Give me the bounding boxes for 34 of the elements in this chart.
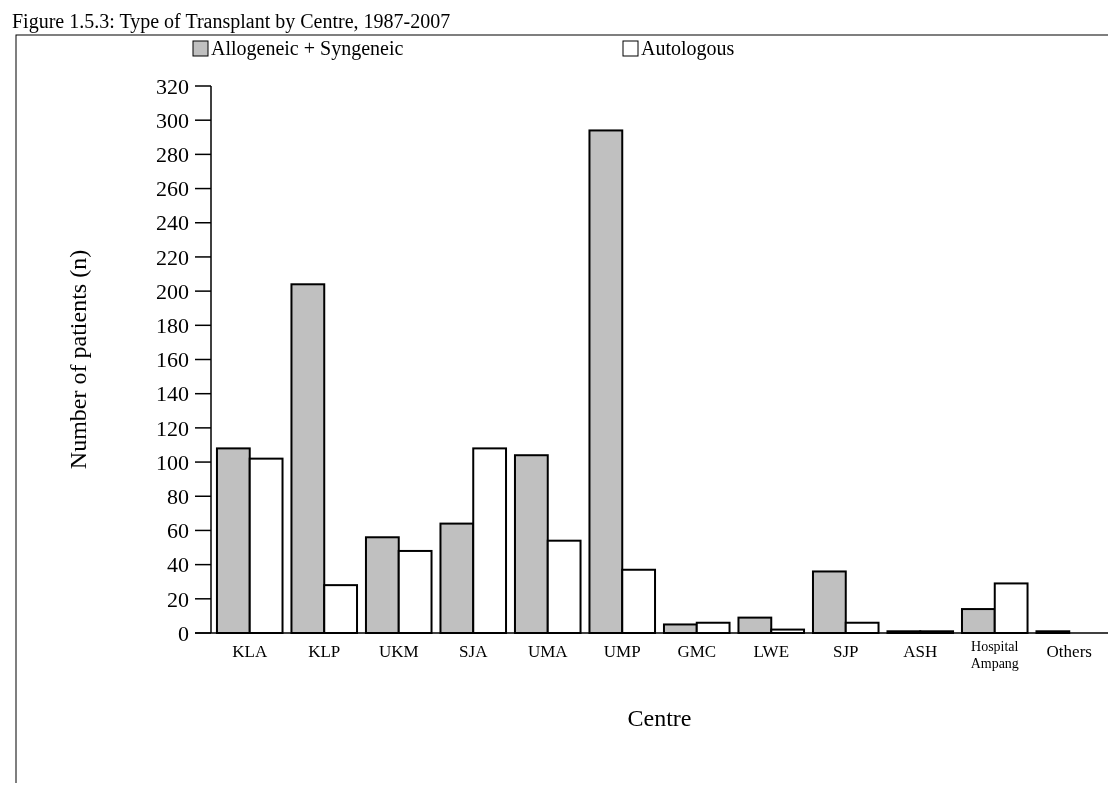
- y-tick-label: 260: [156, 176, 189, 202]
- y-tick-label: 80: [167, 483, 189, 509]
- x-tick-label: UMA: [527, 642, 569, 661]
- x-axis-title: Centre: [627, 705, 692, 731]
- x-tick-label: Hospital Ampang: [970, 639, 1019, 671]
- y-tick-label: 100: [156, 449, 189, 475]
- y-tick-label: 140: [156, 381, 189, 407]
- x-tick-label: ASH: [903, 642, 938, 661]
- chart-title: Figure 1.5.3: Type of Transplant by Centre, 1987-2007: [12, 10, 451, 33]
- y-axis-title: Number of patients (n): [65, 249, 91, 470]
- y-tick-label: 20: [167, 586, 189, 612]
- x-tick-label: GMC: [677, 642, 717, 661]
- y-tick-label: 300: [156, 107, 189, 133]
- y-tick-label: 0: [178, 620, 189, 646]
- y-tick-label: 180: [156, 313, 189, 339]
- x-tick-label: UMP: [603, 642, 641, 661]
- y-tick-label: 160: [156, 347, 189, 373]
- x-tick-label: KLP: [308, 642, 341, 661]
- y-tick-label: 240: [156, 210, 189, 236]
- y-tick-label: 320: [156, 73, 189, 99]
- x-tick-label: KLA: [232, 642, 268, 661]
- legend-label: Autologous: [641, 37, 735, 60]
- x-tick-label: SJP: [832, 642, 859, 661]
- y-tick-label: 280: [156, 142, 189, 168]
- y-tick-label: 120: [156, 415, 189, 441]
- y-tick-label: 40: [167, 552, 189, 578]
- x-tick-label: UKM: [378, 642, 419, 661]
- y-tick-label: 220: [156, 244, 189, 270]
- x-tick-label: Others: [1046, 642, 1092, 661]
- legend-label: Allogeneic + Syngeneic: [211, 37, 404, 60]
- x-tick-label: LWE: [753, 642, 790, 661]
- y-tick-label: 60: [167, 518, 189, 544]
- x-tick-label: SJA: [459, 642, 489, 661]
- y-tick-label: 200: [156, 278, 189, 304]
